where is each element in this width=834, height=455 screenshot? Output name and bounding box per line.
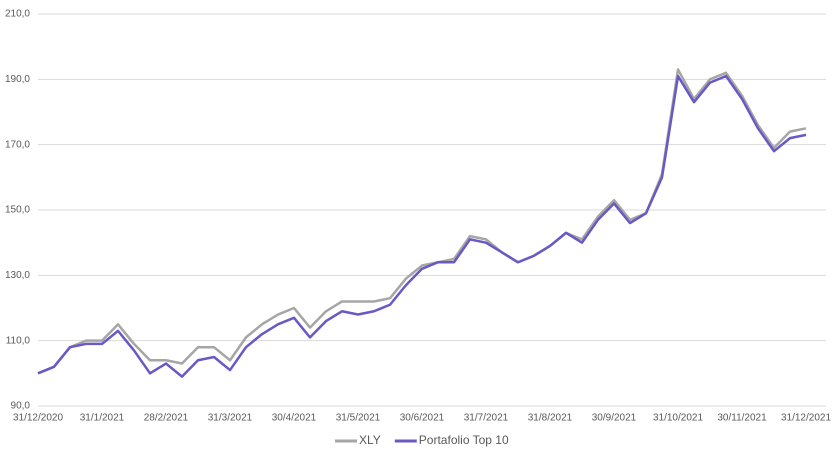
x-tick-label: 30/11/2021 (717, 413, 767, 424)
y-tick-label: 90,0 (11, 401, 31, 412)
x-tick-label: 31/12/2020 (13, 413, 63, 424)
x-tick-label: 31/7/2021 (464, 413, 509, 424)
legend-label: Portafolio Top 10 (419, 433, 509, 447)
y-tick-label: 110,0 (6, 335, 31, 346)
x-tick-label: 31/3/2021 (208, 413, 253, 424)
x-tick-label: 30/6/2021 (400, 413, 445, 424)
y-tick-label: 130,0 (5, 270, 30, 281)
x-tick-label: 28/2/2021 (144, 413, 189, 424)
y-tick-label: 190,0 (5, 74, 30, 85)
y-tick-label: 170,0 (5, 139, 30, 150)
x-tick-label: 31/10/2021 (653, 413, 703, 424)
line-series (37, 74, 807, 378)
y-tick-label: 150,0 (5, 205, 30, 216)
y-tick-label: 210,0 (5, 9, 30, 20)
x-tick-label: 30/9/2021 (592, 413, 637, 424)
x-tick-label: 30/4/2021 (272, 413, 317, 424)
line-series (37, 68, 807, 375)
legend-label: XLY (359, 433, 381, 447)
x-tick-label: 31/5/2021 (336, 413, 381, 424)
x-tick-label: 31/12/2021 (781, 413, 831, 424)
x-tick-label: 31/8/2021 (528, 413, 573, 424)
x-tick-label: 31/1/2021 (80, 413, 125, 424)
